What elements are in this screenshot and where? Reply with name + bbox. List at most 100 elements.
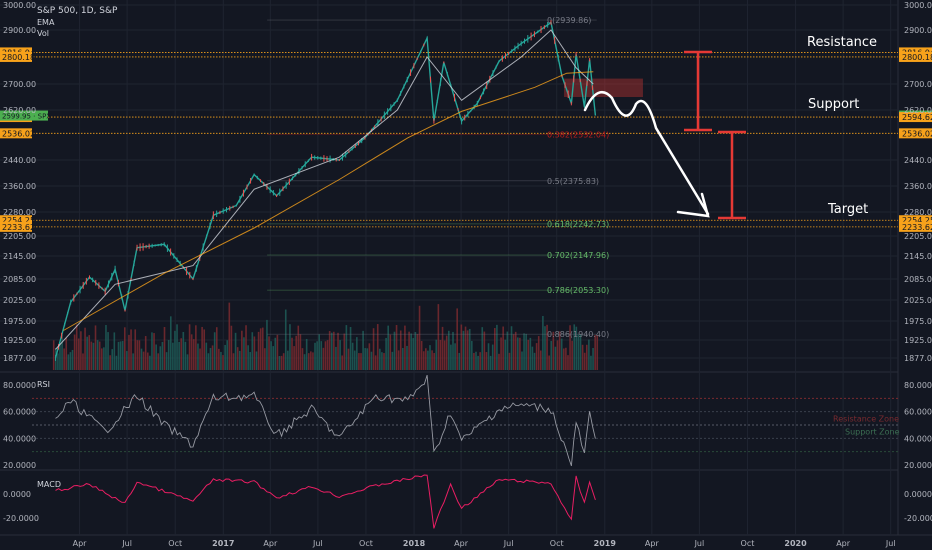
volume-bar (140, 348, 143, 370)
volume-bar (462, 330, 465, 370)
volume-bar (573, 324, 576, 370)
rsi-label: RSI (37, 380, 50, 389)
volume-bar (123, 327, 126, 370)
price-tick-label-left: 2145.00 (3, 252, 36, 261)
volume-bar (383, 353, 385, 370)
resistance-label: Resistance (807, 35, 877, 50)
volume-bar (169, 316, 172, 370)
volume-bar (343, 333, 346, 370)
rsi-tick-right: 60.0000 (904, 408, 932, 417)
volume-bar (312, 352, 314, 370)
volume-bar (535, 343, 538, 370)
price-tick-label-left: 2900.00 (3, 26, 36, 35)
volume-bar (537, 336, 540, 370)
rsi-tick-left: 80.0000 (3, 381, 36, 390)
volume-bar (197, 343, 199, 370)
macd-tick-right: 0.0000 (904, 490, 932, 499)
volume-bar (107, 332, 109, 370)
volume-bar (316, 341, 318, 370)
volume-bar (560, 338, 563, 370)
volume-bar (220, 351, 222, 370)
price-tick-label-right: 1925.00 (904, 336, 932, 345)
volume-bar (92, 342, 95, 370)
rsi-tick-left: 20.0000 (3, 461, 36, 470)
level-tag-left (0, 51, 32, 62)
volume-bar (517, 337, 519, 370)
volume-bar (368, 343, 371, 370)
volume-bar (109, 355, 111, 370)
price-tick-label-left: 2620.00 (3, 106, 36, 115)
volume-bar (180, 338, 183, 370)
level-tag-left (0, 221, 32, 232)
volume-bar (144, 336, 147, 370)
volume-bar (86, 336, 88, 370)
volume-bar (445, 335, 448, 370)
volume-bar (491, 344, 494, 370)
volume-bar (98, 341, 101, 370)
volume-bar (500, 337, 502, 370)
price-tick-label-right: 1877.00 (904, 354, 932, 363)
volume-bar (427, 350, 429, 370)
level-tag-label: 2536.02 (902, 129, 932, 138)
fib-label: 0.618(2242.73) (547, 220, 609, 229)
volume-bar (571, 340, 573, 370)
volume-bar (268, 336, 270, 370)
volume-bar (356, 337, 358, 370)
volume-bar (337, 332, 339, 370)
ema-slow-line (63, 71, 594, 331)
volume-bar (448, 330, 450, 370)
volume-bar (558, 331, 561, 370)
volume-bar (272, 346, 275, 370)
volume-bar (542, 315, 544, 370)
volume-bar (585, 344, 588, 370)
volume-bar (485, 352, 488, 370)
volume-bar (82, 353, 84, 370)
volume-bar (435, 339, 438, 370)
volume-bar (73, 334, 76, 370)
price-tick-label-right: 2280.00 (904, 208, 932, 217)
price-tick-label-left: 2700.00 (3, 80, 36, 89)
volume-bar (351, 342, 354, 370)
volume-bar (433, 352, 435, 370)
volume-bar (318, 334, 321, 370)
level-tag (899, 128, 932, 139)
volume-bar (381, 352, 383, 370)
volume-bar (494, 328, 496, 370)
volume-bar (71, 349, 74, 370)
rsi-tick-right: 40.0000 (904, 434, 932, 443)
volume-bar (182, 331, 185, 370)
volume-bar (291, 337, 293, 370)
volume-bar (94, 325, 97, 370)
fib-label: 0(2939.86) (547, 16, 591, 25)
volume-bar (161, 341, 164, 370)
volume-bar (69, 352, 72, 370)
indicator-ema-label: EMA (37, 18, 55, 27)
price-tick-label-left: 2440.00 (3, 156, 36, 165)
volume-bar (174, 330, 176, 370)
volume-bar (322, 347, 325, 370)
volume-bar (96, 340, 99, 370)
volume-bar (372, 328, 375, 370)
volume-bar (282, 353, 285, 370)
price-tick-label-left: 3000.00 (3, 1, 36, 10)
volume-bar (188, 324, 191, 370)
rsi-tick-left: 60.0000 (3, 408, 36, 417)
symbol-title: S&P 500, 1D, S&P (37, 6, 118, 16)
volume-bar (483, 331, 486, 370)
volume-bar (429, 345, 431, 370)
time-tick-label: Oct (168, 539, 182, 548)
volume-bar (479, 352, 481, 370)
volume-bar (159, 346, 162, 370)
volume-bar (420, 340, 423, 370)
level-tag (899, 221, 932, 232)
volume-bar (374, 355, 377, 370)
volume-bar (456, 308, 458, 370)
volume-bar (111, 349, 114, 370)
volume-bar (77, 338, 80, 370)
volume-bar (215, 327, 218, 370)
volume-bar (234, 332, 237, 370)
volume-bar (464, 326, 467, 370)
volume-bar (326, 340, 329, 370)
volume-bar (184, 341, 187, 370)
